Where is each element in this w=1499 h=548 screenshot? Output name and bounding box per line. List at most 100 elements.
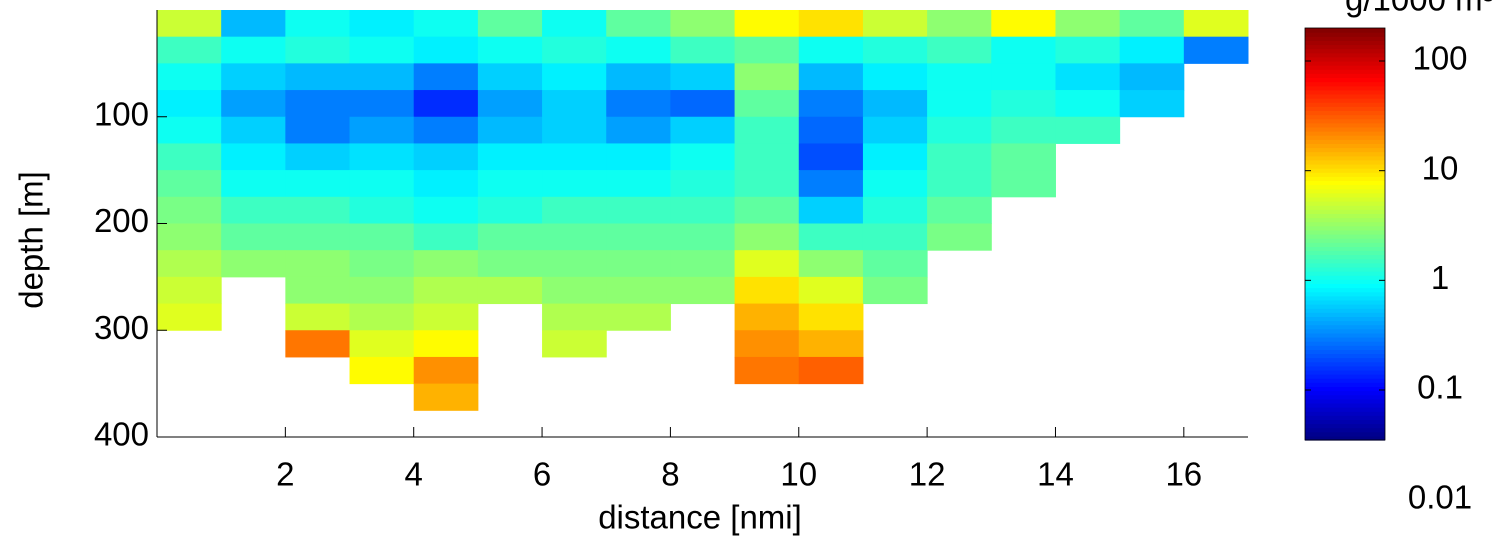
- heat-cell: [670, 223, 736, 251]
- heat-cell: [1055, 116, 1121, 144]
- heat-cell: [413, 63, 479, 91]
- colorbar-tick-label: 0.1: [1417, 369, 1463, 406]
- heat-cell: [285, 276, 351, 305]
- colorbar-swatch: [1305, 423, 1385, 429]
- heat-cell: [734, 250, 800, 278]
- colorbar-swatch: [1305, 48, 1385, 54]
- heat-cell: [862, 90, 928, 118]
- colorbar-swatch: [1305, 238, 1385, 243]
- colorbar-swatch: [1305, 98, 1385, 103]
- heat-cell: [734, 276, 800, 305]
- heat-cell: [349, 250, 415, 278]
- colorbar-swatch: [1305, 89, 1385, 95]
- x-tick-label: 10: [780, 456, 817, 493]
- heat-cell: [413, 383, 479, 411]
- colorbar-swatch: [1305, 139, 1385, 144]
- heat-cell: [734, 36, 800, 64]
- heat-cell: [606, 63, 671, 91]
- heat-cell: [157, 90, 222, 118]
- heat-cell: [542, 116, 607, 144]
- heat-cell: [413, 170, 479, 198]
- colorbar-swatch: [1305, 287, 1385, 293]
- colorbar-swatch: [1305, 69, 1385, 74]
- colorbar-swatch: [1305, 85, 1385, 91]
- colorbar-swatch: [1305, 44, 1385, 50]
- heat-cell: [670, 116, 736, 144]
- heat-cell: [221, 90, 286, 118]
- colorbar-swatch: [1305, 60, 1385, 66]
- x-axis-label: distance [nmi]: [598, 499, 802, 536]
- heat-cell: [1119, 63, 1185, 91]
- heat-cell: [734, 223, 800, 251]
- heat-cell: [670, 90, 736, 118]
- colorbar-swatch: [1305, 407, 1385, 412]
- colorbar-swatch: [1305, 93, 1385, 99]
- heat-cell: [927, 36, 992, 64]
- colorbar-swatch: [1305, 316, 1385, 322]
- x-tick-label: 4: [405, 456, 423, 493]
- colorbar-swatch: [1305, 324, 1385, 330]
- heat-cell: [798, 116, 864, 144]
- heat-cell: [285, 330, 351, 358]
- colorbar-swatch: [1305, 77, 1385, 83]
- heat-cell: [285, 250, 351, 278]
- colorbar-swatch: [1305, 36, 1385, 41]
- y-tick-label: 400: [94, 416, 149, 453]
- heat-cell: [349, 223, 415, 251]
- heat-cell: [927, 63, 992, 91]
- heat-cell: [477, 223, 543, 251]
- heat-cell: [734, 63, 800, 91]
- colorbar-swatch: [1305, 378, 1385, 383]
- heat-cell: [285, 303, 351, 331]
- colorbar-swatch: [1305, 411, 1385, 416]
- colorbar-swatch: [1305, 304, 1385, 309]
- heat-cell: [1055, 36, 1121, 64]
- heat-cell: [349, 116, 415, 144]
- heat-cell: [413, 276, 479, 305]
- heat-cell: [734, 90, 800, 118]
- colorbar-swatch: [1305, 312, 1385, 317]
- heat-cell: [349, 356, 415, 385]
- colorbar-swatch: [1305, 262, 1385, 268]
- heat-cell: [862, 143, 928, 171]
- colorbar-swatch: [1305, 40, 1385, 46]
- heat-cell: [734, 10, 800, 38]
- x-tick-label: 12: [909, 456, 946, 493]
- heat-cell: [606, 143, 671, 171]
- heat-cell: [991, 36, 1056, 64]
- y-axis-label: depth [m]: [13, 171, 50, 309]
- colorbar-swatch: [1305, 374, 1385, 379]
- heat-cell: [477, 36, 543, 64]
- colorbar-swatch: [1305, 345, 1385, 350]
- heat-cell: [798, 196, 864, 224]
- colorbar-swatch: [1305, 28, 1385, 33]
- heat-cell: [991, 63, 1056, 91]
- colorbar-swatch: [1305, 398, 1385, 404]
- heat-cell: [670, 36, 736, 64]
- x-tick-label: 6: [533, 456, 551, 493]
- colorbar-swatch: [1305, 394, 1385, 400]
- heat-cell: [349, 196, 415, 224]
- heat-cell: [927, 90, 992, 118]
- heat-cell: [1183, 36, 1249, 64]
- colorbar-swatch: [1305, 221, 1385, 227]
- heat-cell: [349, 90, 415, 118]
- colorbar-swatch: [1305, 81, 1385, 87]
- heat-cell: [413, 90, 479, 118]
- colorbar-swatch: [1305, 266, 1385, 272]
- heat-cell: [798, 170, 864, 198]
- colorbar-swatch: [1305, 56, 1385, 62]
- colorbar-swatch: [1305, 390, 1385, 396]
- heat-cell: [477, 116, 543, 144]
- y-tick-label: 300: [94, 309, 149, 346]
- heat-cell: [349, 63, 415, 91]
- heat-cell: [991, 10, 1056, 38]
- heat-cell: [477, 250, 543, 278]
- colorbar-swatch: [1305, 341, 1385, 346]
- heat-cell: [991, 143, 1056, 171]
- heat-cell: [157, 196, 222, 224]
- heat-cell: [157, 250, 222, 278]
- heat-cell: [734, 303, 800, 331]
- heat-cell: [542, 223, 607, 251]
